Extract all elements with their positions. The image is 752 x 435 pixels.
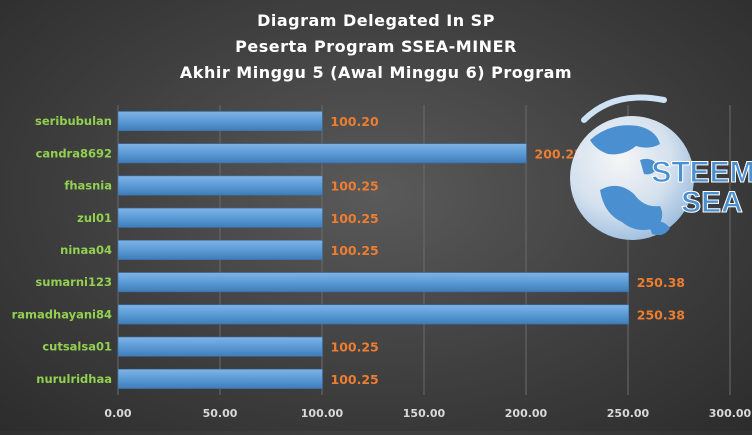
data-label: 100.25: [331, 211, 379, 226]
chart-title: Diagram Delegated In SP Peserta Program …: [180, 11, 572, 82]
x-tick-label: 300.00: [709, 407, 752, 420]
bar: [117, 304, 630, 325]
bar: [117, 368, 323, 389]
title-line-2: Peserta Program SSEA-MINER: [235, 37, 517, 56]
bar: [117, 336, 323, 357]
steemsea-logo: STEEM SEA: [570, 94, 752, 240]
category-label: candra8692: [36, 146, 112, 160]
logo-text-steem: STEEM: [651, 156, 752, 189]
x-tick-label: 100.00: [301, 407, 344, 420]
bar: [117, 207, 323, 228]
category-label: zul01: [77, 211, 112, 225]
data-label: 100.25: [331, 179, 379, 194]
x-tick-label: 250.00: [607, 407, 650, 420]
category-label: ramadhayani84: [12, 307, 112, 321]
x-tick-label: 0.00: [104, 407, 131, 420]
category-label: sumarni123: [35, 275, 112, 289]
logo-text-sea: SEA: [681, 186, 743, 219]
data-label: 100.20: [330, 114, 379, 129]
x-axis-tick-labels: 0.00 50.00 100.00 150.00 200.00 250.00 300.00: [104, 407, 751, 420]
category-label: cutsalsa01: [42, 340, 112, 354]
bar: [117, 143, 527, 164]
category-labels: seribubulan candra8692 fhasnia zul01 ninaa04…: [12, 114, 112, 386]
bar: [117, 175, 323, 196]
bars: [117, 111, 630, 389]
category-label: seribubulan: [35, 114, 112, 128]
data-label: 100.25: [331, 372, 379, 387]
globe-icon: [570, 94, 694, 240]
category-label: ninaa04: [60, 243, 112, 257]
data-label: 100.25: [331, 243, 379, 258]
bar: [117, 272, 630, 293]
x-tick-label: 50.00: [203, 407, 238, 420]
title-line-1: Diagram Delegated In SP: [257, 11, 495, 30]
x-tick-label: 200.00: [505, 407, 548, 420]
x-tick-label: 150.00: [403, 407, 446, 420]
bar: [117, 111, 323, 132]
value-labels: 100.20 200.25 100.25 100.25 100.25 250.38 250.…: [330, 114, 685, 387]
bar: [117, 240, 323, 260]
title-line-3: Akhir Minggu 5 (Awal Minggu 6) Program: [180, 63, 572, 82]
category-label: nurulridhaa: [36, 372, 112, 386]
data-label: 200.25: [535, 146, 583, 161]
data-label: 250.38: [637, 275, 685, 290]
data-label: 250.38: [637, 307, 685, 322]
data-label: 100.25: [331, 340, 379, 355]
category-label: fhasnia: [64, 179, 112, 193]
